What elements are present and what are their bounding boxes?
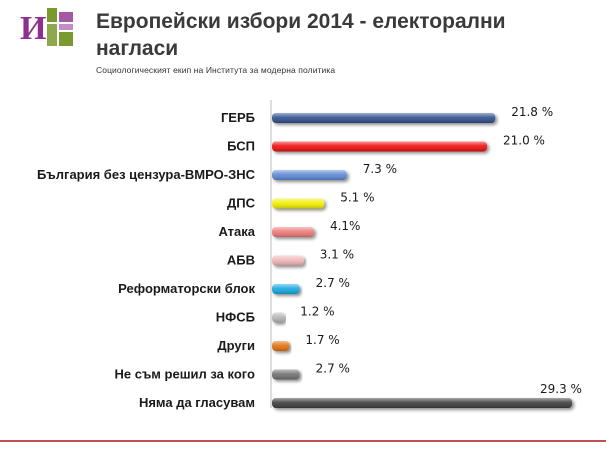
bar-highlight [272,341,290,351]
bar-highlight [272,284,300,294]
bar-highlight [272,255,304,266]
svg-text:И: И [20,10,46,47]
category-label: ДПС [227,196,256,211]
bar-highlight [272,312,285,323]
value-label: 21.0 % [503,134,545,148]
category-label: Реформаторски блок [118,281,255,296]
bar-highlight [272,113,496,123]
category-label: Други [217,338,255,353]
category-label: Атака [218,224,255,239]
value-label: 7.3 % [363,162,397,176]
bar-highlight [272,198,325,209]
chart-title: Европейски избори 2014 - електорални нагл… [96,10,506,60]
bar-highlight [272,398,572,408]
bar-highlight [272,170,347,180]
value-label: 1.2 % [300,305,334,319]
category-label: АБВ [227,253,255,268]
category-label: НФСБ [216,310,255,325]
bar-highlight [272,141,488,152]
category-label: Не съм решил за кого [115,367,256,382]
chart-subtitle: Социологическият екип на Института за мо… [96,65,336,75]
value-label: 1.7 % [305,333,339,347]
bottom-divider [0,440,606,442]
value-label: 5.1 % [340,191,374,205]
bar-highlight [272,227,314,237]
value-label: 21.8 % [511,105,553,119]
value-label: 4.1% [330,219,361,233]
value-label: 2.7 % [316,362,350,376]
imp-logo: И [20,8,73,47]
value-label: 3.1 % [320,248,354,262]
category-label: БСП [227,139,255,154]
bar-highlight [272,369,300,380]
value-label: 29.3 % [540,382,582,396]
category-label: България без цензура-ВМРО-ЗНС [37,167,256,182]
category-label: ГЕРБ [221,110,255,125]
category-label: Няма да гласувам [139,395,255,410]
bar-chart: ГЕРБ 21.8 % БСП 21.0 % България без цензура-… [37,100,582,410]
value-label: 2.7 % [316,276,350,290]
